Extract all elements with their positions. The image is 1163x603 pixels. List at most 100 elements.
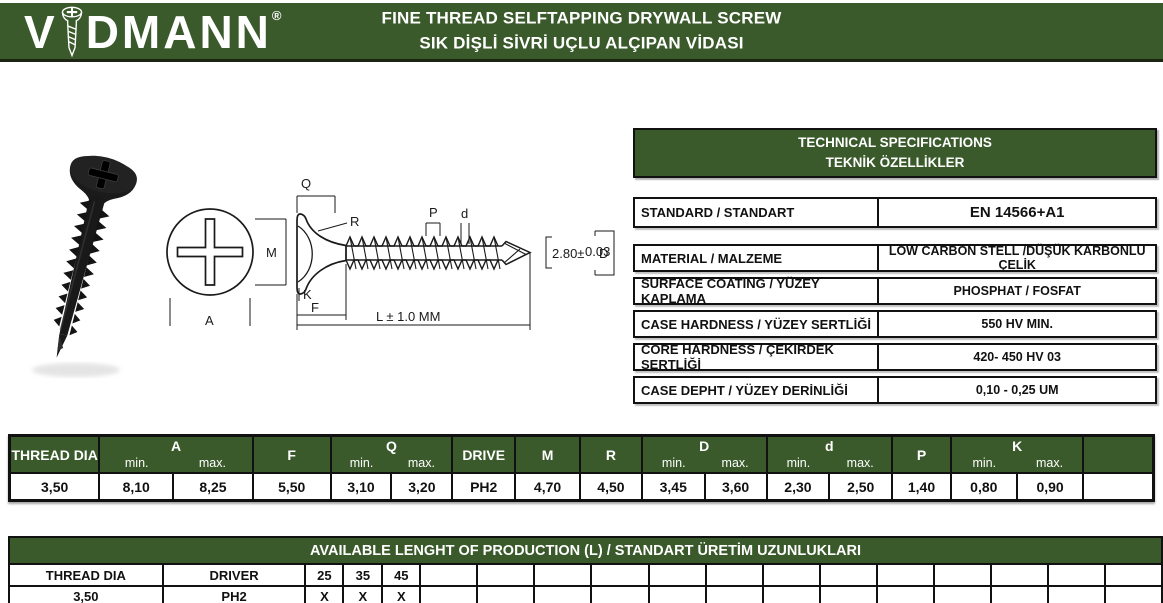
- col-header-driver: DRIVER: [161, 563, 307, 587]
- empty-cell: [533, 585, 593, 603]
- spec-label: CASE HARDNESS / YÜZEY SERTLİĞİ: [635, 312, 880, 337]
- subheader-min: min.: [640, 454, 705, 474]
- empty-cell: [476, 585, 536, 603]
- cell-thread-dia: 3,50: [8, 472, 101, 502]
- empty-cell: [1104, 563, 1163, 587]
- registered-mark: ®: [271, 8, 282, 23]
- cell-f: 5,50: [251, 472, 332, 502]
- spec-row-standard: STANDARD / STANDART EN 14566+A1: [633, 197, 1157, 229]
- col-group-K: K: [949, 434, 1085, 454]
- empty-cell: [533, 563, 593, 587]
- empty-cell: [875, 563, 935, 587]
- brand-letters-rest: DMANN: [85, 6, 272, 58]
- spec-label: SURFACE COATING / YÜZEY KAPLAMA: [635, 276, 880, 306]
- col-header-R: R: [578, 434, 643, 474]
- dim-label-length: L ± 1.0 MM: [376, 309, 440, 324]
- subheader-max: max.: [173, 454, 254, 474]
- subheader-max: max.: [704, 454, 768, 474]
- screw-head-profile: [296, 213, 347, 295]
- tech-specs-title-en: TECHNICAL SPECIFICATIONS: [798, 135, 992, 150]
- col-header-drive: DRIVE: [451, 434, 517, 474]
- empty-cell: [704, 563, 764, 587]
- col-header-empty: [1082, 434, 1155, 474]
- thread-bottom-zigzag: [345, 259, 499, 271]
- empty-cell: [476, 563, 536, 587]
- cell-mark-35: X: [342, 585, 384, 603]
- cell-k-max: 0,90: [1015, 472, 1085, 502]
- head-recess-line: [297, 225, 313, 283]
- dim-label-a: A: [205, 313, 214, 328]
- subheader-max: max.: [829, 454, 894, 474]
- cell-d-max: 2,50: [828, 472, 894, 502]
- col-group-d: d: [765, 434, 894, 454]
- col-header-P: P: [891, 434, 952, 474]
- spec-label: CASE DEPHT / YÜZEY DERİNLİĞİ: [635, 378, 880, 403]
- spec-value: PHOSPHAT / FOSFAT: [953, 284, 1081, 299]
- screw-photo: [32, 155, 137, 377]
- cell-q-min: 3,10: [329, 472, 393, 502]
- col-group-A: A: [98, 434, 254, 454]
- cell-driver: PH2: [161, 585, 307, 603]
- length-header-row: THREAD DIA DRIVER 25 35 45: [8, 563, 1163, 587]
- spec-row-material: MATERIAL / MALZEME LOW CARBON STELL /DÜŞ…: [633, 244, 1157, 273]
- subheader-min: min.: [765, 454, 830, 474]
- brand-logo: V DMANN ®: [24, 4, 281, 62]
- empty-cell: [419, 563, 479, 587]
- subheader-min: min.: [329, 454, 392, 474]
- spec-row-case-hardness: CASE HARDNESS / YÜZEY SERTLİĞİ 550 HV MI…: [633, 310, 1157, 339]
- col-group-D: D: [640, 434, 768, 454]
- empty-cell: [590, 563, 650, 587]
- product-title-tr: SIK DİŞLİ SİVRİ UÇLU ALÇIPAN VİDASI: [419, 33, 744, 52]
- tech-specs-title-tr: TEKNİK ÖZELLİKLER: [825, 154, 965, 170]
- cell-mark-45: X: [381, 585, 422, 603]
- empty-cell: [1082, 472, 1155, 502]
- empty-cell: [704, 585, 764, 603]
- product-title-en: FINE THREAD SELFTAPPING DRYWALL SCREW: [381, 8, 782, 28]
- empty-cell: [932, 563, 992, 587]
- cell-drive: PH2: [451, 472, 517, 502]
- empty-cell: [1046, 585, 1107, 603]
- screw-logo-icon: [61, 6, 82, 58]
- empty-cell: [1046, 563, 1107, 587]
- length-table: AVAILABLE LENGHT OF PRODUCTION (L) / STA…: [8, 536, 1163, 603]
- empty-cell: [647, 563, 707, 587]
- empty-cell: [875, 585, 935, 603]
- tip-dim-value: 2.80±: [552, 246, 584, 261]
- spec-value: LOW CARBON STELL /DÜŞÜK KARBONLU ÇELİK: [888, 244, 1146, 273]
- col-header-length-25: 25: [304, 563, 345, 587]
- dim-label-q: Q: [301, 176, 311, 191]
- col-header-length-35: 35: [342, 563, 384, 587]
- length-data-row: 3,50 PH2 X X X: [8, 585, 1163, 603]
- cell-k-min: 0,80: [949, 472, 1018, 502]
- phillips-cross: [176, 218, 244, 286]
- product-title: FINE THREAD SELFTAPPING DRYWALL SCREW SI…: [382, 6, 782, 55]
- empty-cell: [932, 585, 992, 603]
- dimension-row: 3,50 8,10 8,25 5,50 3,10 3,20 PH2 4,70 4…: [8, 472, 1155, 502]
- length-table-title: AVAILABLE LENGHT OF PRODUCTION (L) / STA…: [8, 536, 1163, 565]
- empty-cell: [1104, 585, 1163, 603]
- brand-letter-v: V: [24, 6, 58, 58]
- cell-a-min: 8,10: [98, 472, 175, 502]
- empty-cell: [989, 585, 1049, 603]
- cell-d-min: 2,30: [765, 472, 831, 502]
- thread-flights: [349, 236, 501, 270]
- col-header-M: M: [514, 434, 581, 474]
- dim-label-r: R: [350, 214, 359, 229]
- spec-label: MATERIAL / MALZEME: [635, 246, 880, 271]
- cell-m: 4,70: [514, 472, 581, 502]
- cell-p: 1,40: [891, 472, 952, 502]
- spec-row-case-depth: CASE DEPHT / YÜZEY DERİNLİĞİ 0,10 - 0,25…: [633, 376, 1157, 405]
- screw-reflection: [32, 363, 120, 377]
- cell-D-max: 3,60: [703, 472, 768, 502]
- subheader-min: min.: [98, 454, 174, 474]
- empty-cell: [590, 585, 650, 603]
- tip-dim-tolerance: 0.03: [585, 244, 610, 259]
- cell-D-min: 3,45: [640, 472, 706, 502]
- empty-cell: [818, 563, 878, 587]
- dim-label-d-big: D: [599, 246, 608, 261]
- dimension-table: THREAD DIA A F Q DRIVE M R D d P K min. …: [8, 434, 1155, 502]
- spec-value: EN 14566+A1: [969, 204, 1065, 222]
- col-group-Q: Q: [329, 434, 454, 454]
- header-bar: V DMANN ® FINE THREAD SELFTAPPING DRYWAL…: [0, 3, 1163, 62]
